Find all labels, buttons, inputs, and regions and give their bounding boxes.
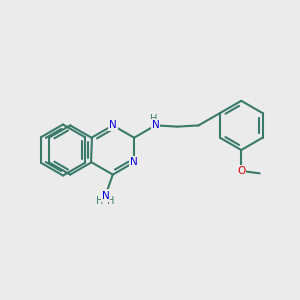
Text: H: H (96, 196, 104, 206)
Text: N: N (130, 157, 138, 167)
Text: N: N (101, 190, 109, 200)
Text: N: N (152, 120, 159, 130)
Text: H: H (150, 114, 158, 124)
Text: O: O (237, 166, 245, 176)
Text: H: H (107, 196, 115, 206)
Text: N: N (109, 120, 117, 130)
